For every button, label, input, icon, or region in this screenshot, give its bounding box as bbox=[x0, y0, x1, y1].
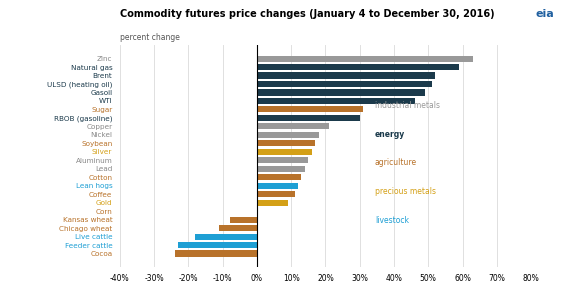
Bar bbox=[257, 64, 459, 70]
Bar bbox=[257, 89, 425, 95]
Text: industrial metals: industrial metals bbox=[375, 101, 440, 110]
Bar bbox=[257, 72, 435, 78]
Bar bbox=[257, 55, 473, 62]
Bar bbox=[178, 242, 257, 248]
Bar bbox=[257, 200, 288, 206]
Bar bbox=[257, 166, 305, 172]
Text: precious metals: precious metals bbox=[375, 187, 436, 196]
Text: energy: energy bbox=[375, 129, 405, 138]
Text: Commodity futures price changes (January 4 to December 30, 2016): Commodity futures price changes (January… bbox=[120, 9, 494, 19]
Text: eia: eia bbox=[535, 9, 554, 19]
Bar bbox=[257, 157, 308, 163]
Bar bbox=[257, 183, 298, 189]
Bar bbox=[257, 98, 415, 104]
Bar bbox=[257, 174, 301, 180]
Bar bbox=[257, 191, 295, 197]
Bar bbox=[257, 149, 312, 155]
Bar bbox=[257, 140, 315, 146]
Text: livestock: livestock bbox=[375, 216, 409, 225]
Bar bbox=[257, 132, 319, 138]
Bar bbox=[230, 217, 257, 223]
Bar bbox=[257, 106, 363, 112]
Bar bbox=[175, 251, 257, 257]
Bar bbox=[257, 115, 360, 121]
Text: percent change: percent change bbox=[120, 33, 180, 42]
Bar bbox=[195, 234, 257, 240]
Text: agriculture: agriculture bbox=[375, 158, 417, 167]
Bar bbox=[257, 123, 329, 129]
Bar bbox=[257, 81, 432, 87]
Bar bbox=[219, 225, 257, 231]
